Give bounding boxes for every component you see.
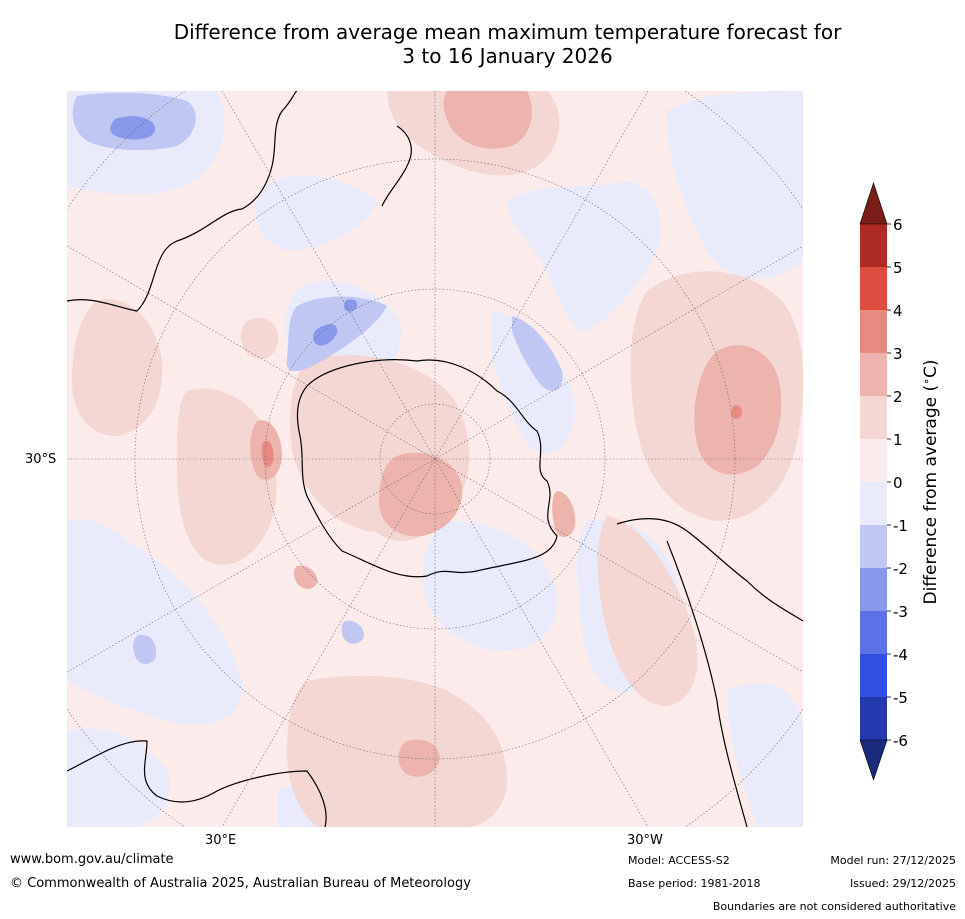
- colorbar-tick-label: -1: [893, 517, 908, 535]
- colorbar-bin: [860, 267, 887, 310]
- copyright-notice: © Commonwealth of Australia 2025, Austra…: [10, 876, 471, 891]
- colorbar-tick-label: -4: [893, 646, 908, 664]
- colorbar-tick-label: -3: [893, 603, 908, 621]
- south-america-west-coast: [666, 540, 748, 827]
- colorbar-min-arrow: [859, 739, 888, 781]
- colorbar-bin: [860, 611, 887, 654]
- boundary-disclaimer: Boundaries are not considered authoritat…: [712, 900, 956, 913]
- title-line-2: 3 to 16 January 2026: [402, 44, 613, 68]
- anomaly-map: [67, 91, 803, 827]
- model-name: Model: ACCESS-S2: [628, 854, 730, 867]
- anomaly-zone-2-3: [250, 91, 782, 777]
- colorbar-tick-label: 2: [893, 388, 903, 406]
- anomaly-zone-minus1-0: [67, 91, 803, 827]
- lon-label-30w: 30°W: [627, 833, 663, 848]
- colorbar-bin: [860, 654, 887, 697]
- antarctica-coastline: [296, 359, 558, 578]
- colorbar-tick-label: 5: [893, 259, 903, 277]
- map-title: Difference from average mean maximum tem…: [60, 20, 955, 68]
- colorbar-tick-label: 6: [893, 216, 903, 234]
- colorbar-tick-label: 0: [893, 474, 903, 492]
- model-run: Model run: 27/12/2025: [830, 854, 956, 867]
- colorbar-bin: [860, 310, 887, 353]
- colorbar-label: Difference from average (∘C): [920, 359, 941, 604]
- colorbar-tick-label: -5: [893, 689, 908, 707]
- colorbar-bin: [860, 439, 887, 482]
- colorbar-tick-label: -2: [893, 560, 908, 578]
- colorbar-bin: [860, 224, 887, 267]
- issued-date: Issued: 29/12/2025: [849, 877, 956, 890]
- title-line-1: Difference from average mean maximum tem…: [173, 20, 842, 44]
- colorbar-tick-label: 3: [893, 345, 903, 363]
- colorbar-bin: [860, 396, 887, 439]
- anomaly-zone-minus3-minus2: [110, 116, 358, 346]
- south-america-coastline: [616, 518, 803, 622]
- colorbar-bin: [860, 568, 887, 611]
- website-link[interactable]: www.bom.gov.au/climate: [10, 852, 174, 867]
- colorbar: 6 5 4 3 2 1 0 -1 -2 -3 -4 -5 -6 Difference from aver…: [859, 182, 941, 781]
- lon-label-30e: 30°E: [205, 833, 237, 848]
- colorbar-tick-label: 1: [893, 431, 903, 449]
- graticule: [67, 91, 803, 827]
- australia-coastline: [67, 91, 298, 312]
- lat-label-30s: 30°S: [25, 452, 57, 467]
- colorbar-tick-label: 4: [893, 302, 903, 320]
- colorbar-bin: [860, 697, 887, 740]
- colorbar-bin: [860, 353, 887, 396]
- colorbar-bin: [860, 525, 887, 568]
- africa-coastline: [67, 740, 327, 827]
- colorbar-bin: [860, 482, 887, 525]
- anomaly-zone-3-4: [261, 405, 742, 467]
- base-period: Base period: 1981-2018: [628, 877, 761, 890]
- colorbar-tick-label: -6: [893, 732, 908, 750]
- new-zealand-coastline: [381, 125, 412, 207]
- colorbar-max-arrow: [859, 182, 888, 225]
